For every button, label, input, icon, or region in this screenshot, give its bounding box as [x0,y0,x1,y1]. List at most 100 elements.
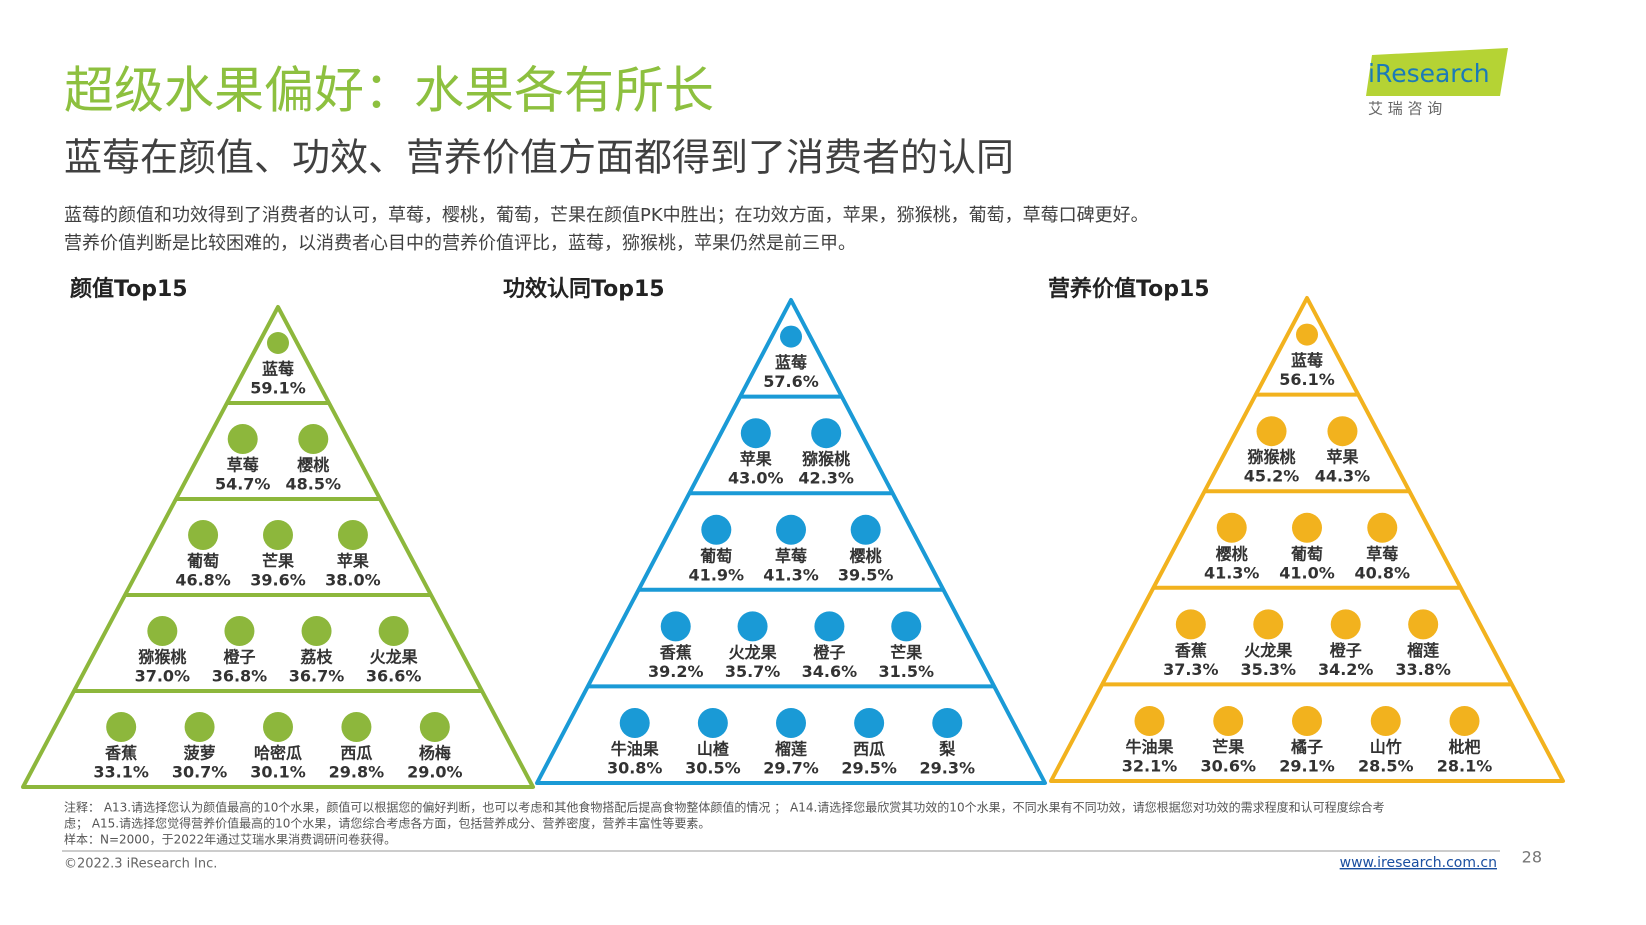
fruit-icon [737,611,768,642]
fruit-name: 榴莲 [1407,641,1439,660]
fruit-value: 39.6% [250,571,306,590]
fruit-value: 34.2% [1318,660,1374,679]
fruit-value: 40.8% [1355,563,1411,582]
fruit-value: 37.3% [1163,660,1219,679]
fruit-icon [850,514,881,545]
fruit-icon [188,520,219,550]
fruit-name: 山竹 [1370,738,1402,757]
fruit-icon [298,424,329,454]
fruit-name: 葡萄 [699,546,732,565]
fruit-name: 西瓜 [340,744,372,763]
fruit-value: 36.6% [366,667,422,686]
fruit-icon [1296,323,1318,346]
fruit-name: 橘子 [1290,738,1323,757]
fruit-name: 苹果 [1326,448,1358,467]
fruit-icon [147,616,178,646]
fruit-icon [1367,512,1398,543]
fruit-icon [619,708,650,738]
fruit-value: 45.2% [1244,467,1300,486]
fruit-value: 29.0% [407,763,463,782]
fruit-name: 枇杷 [1448,738,1480,757]
summary-line: 蓝莓的颜值和功效得到了消费者的认可，草莓，樱桃，葡萄，芒果在颜值PK中胜出；在功… [64,205,1149,226]
fruit-icon [263,712,293,742]
title: 超级水果偏好：水果各有所长 [64,62,714,120]
fruit-value: 31.5% [879,662,935,681]
fruit-value: 44.3% [1315,467,1371,486]
fruit-value: 30.8% [607,759,663,778]
pyramid-outline [21,305,535,789]
fruit-icon [1213,706,1244,736]
fruit-icon [337,520,368,550]
fruit-icon [1175,609,1206,640]
footnote: 虑； A15.请选择您觉得营养价值最高的10个水果，请您综合考虑各方面，包括营养… [64,816,710,831]
fruit-name: 哈密瓜 [254,744,302,763]
fruit-icon [267,332,289,354]
fruit-name: 蓝莓 [1291,351,1323,370]
fruit-name: 芒果 [1212,738,1244,757]
fruit-icon [811,418,842,449]
fruit-name: 山楂 [697,740,730,759]
fruit-icon [1292,512,1322,543]
fruit-name: 荔枝 [300,648,334,667]
fruit-value: 37.0% [135,667,191,686]
fruit-value: 29.8% [329,763,385,782]
fruit-icon [697,708,728,738]
fruit-name: 猕猴桃 [802,450,850,469]
fruit-value: 34.6% [802,662,858,681]
logo-cn: 艾 瑞 咨 询 [1368,100,1442,118]
fruit-name: 橙子 [223,648,255,667]
fruit-value: 35.7% [725,662,781,681]
fruit-value: 48.5% [286,475,342,494]
fruit-value: 39.2% [648,662,704,681]
fruit-name: 香蕉 [659,643,692,662]
fruit-icon [1327,416,1358,447]
pyramid-outline [1049,296,1565,783]
fruit-value: 39.5% [838,565,894,584]
fruit-value: 30.6% [1200,757,1256,776]
fruit-name: 葡萄 [1290,544,1323,563]
fruit-value: 46.8% [175,571,231,590]
url[interactable]: www.iresearch.com.cn [1340,855,1497,871]
page-number: 28 [1522,848,1542,867]
fruit-icon [263,520,293,550]
fruit-value: 54.7% [215,475,271,494]
fruit-icon [932,708,963,738]
fruit-icon [701,514,732,545]
fruit-icon [1449,706,1480,736]
fruit-value: 29.7% [763,759,819,778]
fruit-icon [301,616,332,646]
fruit-name: 草莓 [1366,544,1398,563]
fruit-icon [1134,706,1165,736]
fruit-value: 41.0% [1279,563,1335,582]
fruit-value: 35.3% [1241,660,1297,679]
fruit-value: 30.7% [172,763,228,782]
fruit-icon [776,514,806,545]
fruit-name: 猕猴桃 [138,648,186,667]
logo: iResearch [1368,59,1490,88]
fruit-icon [1370,706,1401,736]
fruit-name: 蓝莓 [775,353,807,372]
fruit-value: 41.3% [1204,563,1260,582]
fruit-icon [814,611,845,642]
fruit-name: 榴莲 [775,740,807,759]
fruit-value: 36.8% [212,667,268,686]
fruit-icon [1216,512,1247,543]
fruit-value: 43.0% [728,469,784,488]
fruit-value: 42.3% [798,469,854,488]
fruit-value: 56.1% [1279,370,1335,389]
fruit-icon [1292,706,1322,736]
fruit-value: 57.6% [763,372,819,391]
fruit-icon [891,611,922,642]
fruit-name: 菠萝 [184,744,216,763]
fruit-icon [660,611,691,642]
fruit-name: 芒果 [262,552,294,571]
copyright: ©2022.3 iResearch Inc. [64,857,217,872]
fruit-value: 30.5% [685,759,741,778]
fruit-name: 香蕉 [104,744,137,763]
fruit-name: 橙子 [1330,641,1362,660]
fruit-name: 樱桃 [297,456,329,475]
fruit-name: 梨 [938,740,956,759]
fruit-name: 樱桃 [850,546,882,565]
fruit-icon [740,418,771,449]
fruit-icon [341,712,372,742]
